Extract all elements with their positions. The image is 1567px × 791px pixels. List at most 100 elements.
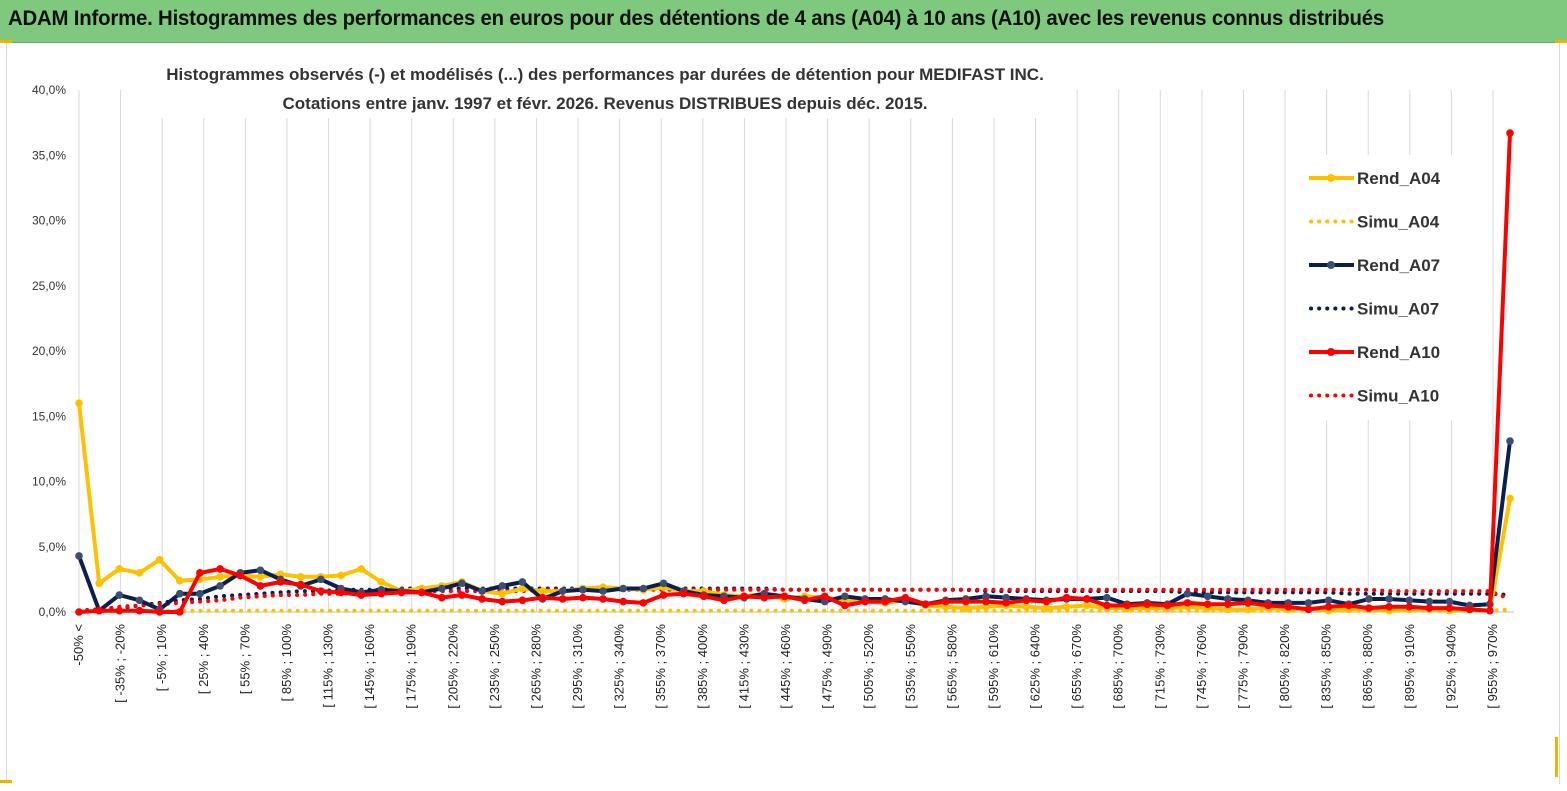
rend-a07-point xyxy=(1103,593,1111,602)
chart-frame xyxy=(6,42,1560,784)
rend-a10-point xyxy=(196,569,204,577)
x-tick-label: [ 25% ; 40% xyxy=(196,624,211,695)
x-tick-label: [ 445% ; 460% xyxy=(778,624,793,709)
rend-a10-point xyxy=(800,596,809,605)
rend-a07-point xyxy=(478,587,486,595)
rend-a04-point xyxy=(216,572,224,581)
rend-a07-point xyxy=(518,578,527,586)
legend-label-rend-a07: Rend_A07 xyxy=(1357,256,1440,275)
rend-a04-point xyxy=(1042,604,1051,612)
rend-a10-point xyxy=(437,593,446,602)
rend-a10-point xyxy=(357,591,365,599)
frame-corner-marker xyxy=(1555,40,1567,43)
rend-a10-point xyxy=(901,593,910,602)
rend-a07-point xyxy=(317,575,325,584)
rend-a10-point xyxy=(256,582,265,590)
rend-a07-point xyxy=(458,579,466,588)
x-tick-label: [ 715% ; 730% xyxy=(1152,624,1167,709)
rend-a04-point xyxy=(1224,605,1232,614)
rend-a10-point xyxy=(397,588,406,597)
rend-a10-point xyxy=(599,595,607,603)
rend-a04-point xyxy=(962,604,970,612)
x-tick-label: [ 355% ; 370% xyxy=(653,624,668,709)
rend-a04-point xyxy=(941,602,950,611)
rend-a10-point xyxy=(679,589,688,598)
report-header-banner: ADAM Informe. Histogrammes des performan… xyxy=(0,0,1567,43)
rend-a10-point xyxy=(276,578,285,586)
legend-label-simu-a07: Simu_A07 xyxy=(1357,300,1439,319)
rend-a07-point xyxy=(1002,593,1010,602)
x-axis: -50% < [ -35% ; -20% [ -5% ; 10% [ 25% ; 40… xyxy=(71,611,1514,709)
rend-a07-point xyxy=(1506,437,1514,445)
rend-a10-point xyxy=(175,608,184,616)
rend-a10-point xyxy=(498,597,507,606)
legend-marker-rend-a04 xyxy=(1327,174,1335,182)
rend-a10-point xyxy=(1344,601,1353,610)
rend-a07-point xyxy=(1183,589,1192,598)
rend-a07-point xyxy=(75,552,83,560)
rend-a10-point xyxy=(1506,129,1514,137)
x-tick-label: [ 835% ; 850% xyxy=(1319,624,1334,709)
rend-a10-point xyxy=(1244,599,1252,607)
rend-a10-point xyxy=(1304,605,1313,614)
legend-label-rend-a10: Rend_A10 xyxy=(1357,343,1440,362)
rend-a04-point xyxy=(498,589,507,598)
rend-a04-point xyxy=(518,584,527,593)
y-tick-label: 5,0% xyxy=(39,540,67,554)
rend-a10-point xyxy=(639,599,648,607)
rend-a04-point xyxy=(377,578,386,586)
rend-a07-point xyxy=(196,589,204,598)
rend-a10-point xyxy=(296,580,305,589)
rend-a10-point xyxy=(1203,600,1212,608)
x-tick-label: [ 535% ; 550% xyxy=(903,624,918,709)
rend-a07-point xyxy=(1365,595,1373,603)
x-tick-label: [ 325% ; 340% xyxy=(612,624,627,709)
x-tick-label: [ 295% ; 310% xyxy=(570,624,585,709)
rend-a10-point xyxy=(881,597,889,606)
rend-a04-point xyxy=(276,570,285,578)
rend-a07-point xyxy=(115,591,124,599)
legend: Rend_A04 Simu_A04 Rend_A07 Simu_A07 Rend_A10… xyxy=(1296,155,1462,420)
x-tick-label: [ 805% ; 820% xyxy=(1277,624,1292,709)
legend-marker-rend-a10 xyxy=(1327,348,1335,356)
rend-a10-point xyxy=(155,608,164,616)
rend-a10-line xyxy=(78,133,1512,614)
legend-label-simu-a10: Simu_A10 xyxy=(1357,387,1439,406)
legend-background xyxy=(1296,155,1462,420)
rend-a04-point xyxy=(1506,494,1514,503)
rend-a07-point xyxy=(216,582,224,590)
rend-a07-point xyxy=(256,566,265,575)
rend-a07-point xyxy=(1425,597,1434,606)
y-tick-label: 0,0% xyxy=(39,605,67,619)
rend-a07-point xyxy=(1324,596,1333,605)
rend-a10-point xyxy=(1163,601,1172,610)
rend-a10-point xyxy=(1445,604,1454,612)
x-tick-label: [ 895% ; 910% xyxy=(1402,624,1417,709)
rend-a04-point xyxy=(296,572,305,581)
x-tick-label: [ 745% ; 760% xyxy=(1194,624,1209,709)
x-tick-label: [ 415% ; 430% xyxy=(736,624,751,709)
rend-a10-point xyxy=(337,588,345,597)
rend-a07-point xyxy=(659,579,668,588)
rend-a10-point xyxy=(659,591,668,599)
rend-a10-point xyxy=(820,592,829,601)
x-tick-label: [ 925% ; 940% xyxy=(1443,624,1458,709)
x-tick-label: [ 475% ; 490% xyxy=(820,624,835,709)
rend-a10-point xyxy=(75,608,83,616)
rend-a10-point xyxy=(1486,606,1494,615)
rend-a04-point xyxy=(115,565,124,573)
rend-a10-point xyxy=(1062,593,1071,602)
rend-a07-point xyxy=(1304,599,1313,607)
rend-a10-point xyxy=(236,571,245,580)
rend-a04-point xyxy=(337,571,345,580)
rend-a10-point xyxy=(780,592,789,601)
rend-a10-point xyxy=(1425,604,1434,612)
rend-a10-point xyxy=(317,587,325,595)
x-tick-label: [ 685% ; 700% xyxy=(1111,624,1126,709)
rend-a10-point xyxy=(458,591,466,599)
x-tick-label: [ 175% ; 190% xyxy=(404,624,419,709)
vertical-gridlines xyxy=(78,90,1494,612)
rend-a10-point xyxy=(720,596,728,605)
rend-a10-point xyxy=(921,600,930,608)
